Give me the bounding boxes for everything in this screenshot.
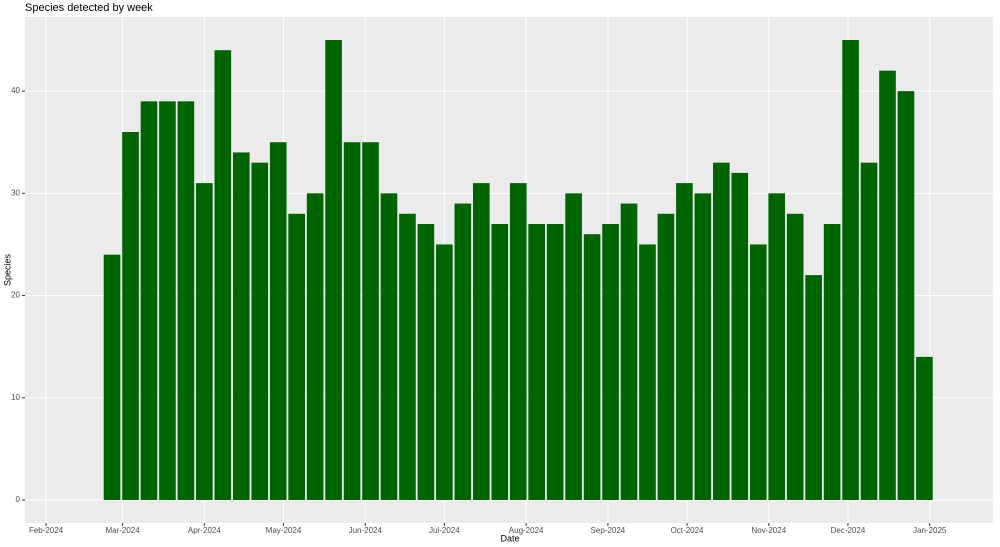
x-tick-label: Nov-2024 bbox=[751, 526, 786, 535]
x-tick-label: Mar-2024 bbox=[105, 526, 140, 535]
bar bbox=[694, 193, 712, 501]
x-tick-label: Jul-2024 bbox=[429, 526, 460, 535]
bar bbox=[657, 213, 675, 500]
bar bbox=[713, 162, 730, 500]
bar bbox=[491, 224, 509, 500]
bar bbox=[454, 203, 472, 501]
bar bbox=[306, 193, 324, 501]
bar bbox=[159, 101, 176, 500]
bar bbox=[269, 142, 287, 500]
y-tick-label: 30 bbox=[11, 188, 20, 197]
bar bbox=[436, 244, 453, 500]
bar bbox=[417, 224, 435, 500]
bar bbox=[916, 356, 933, 500]
y-tick-label: 40 bbox=[11, 86, 20, 95]
bar bbox=[399, 213, 416, 500]
x-axis-title: Date bbox=[500, 533, 519, 543]
bar bbox=[343, 142, 361, 500]
bar bbox=[103, 254, 121, 500]
y-axis-title: Species bbox=[2, 253, 12, 286]
bar bbox=[768, 193, 786, 501]
bar bbox=[251, 162, 269, 500]
bar bbox=[620, 203, 638, 501]
bar bbox=[879, 70, 896, 501]
x-tick-label: May-2024 bbox=[266, 526, 302, 535]
bar bbox=[602, 224, 619, 500]
x-tick-label: Jan-2025 bbox=[913, 526, 947, 535]
bar bbox=[823, 224, 841, 500]
y-tick-label: 0 bbox=[16, 495, 21, 504]
bar bbox=[860, 162, 878, 500]
x-tick-label: Feb-2024 bbox=[29, 526, 64, 535]
bar bbox=[509, 183, 527, 500]
x-tick-label: Aug-2024 bbox=[509, 526, 544, 535]
bar bbox=[546, 224, 564, 500]
bar bbox=[380, 193, 398, 501]
x-tick-label: Jun-2024 bbox=[349, 526, 383, 535]
x-tick-label: Dec-2024 bbox=[831, 526, 866, 535]
bar bbox=[325, 40, 342, 500]
bar bbox=[140, 101, 158, 500]
bar bbox=[122, 132, 139, 500]
bar bbox=[749, 244, 767, 500]
bar bbox=[676, 183, 693, 500]
x-tick-label: Oct-2024 bbox=[671, 526, 704, 535]
bar bbox=[288, 213, 305, 500]
bar bbox=[565, 193, 582, 501]
bar bbox=[528, 224, 546, 500]
y-tick-label: 20 bbox=[11, 291, 20, 300]
bar bbox=[805, 275, 822, 500]
bar bbox=[214, 50, 232, 500]
bar bbox=[362, 142, 379, 500]
bar bbox=[842, 40, 859, 500]
bar bbox=[583, 234, 601, 500]
x-tick-label: Apr-2024 bbox=[188, 526, 221, 535]
x-tick-label: Sep-2024 bbox=[591, 526, 626, 535]
y-tick-label: 10 bbox=[11, 393, 20, 402]
bar bbox=[177, 101, 195, 500]
bar bbox=[786, 213, 804, 500]
bar bbox=[472, 183, 490, 500]
bar bbox=[731, 172, 749, 500]
chart-title: Species detected by week bbox=[25, 2, 153, 14]
bar bbox=[639, 244, 656, 500]
bar bbox=[897, 91, 915, 500]
bar bbox=[196, 183, 213, 500]
bar bbox=[232, 152, 250, 500]
